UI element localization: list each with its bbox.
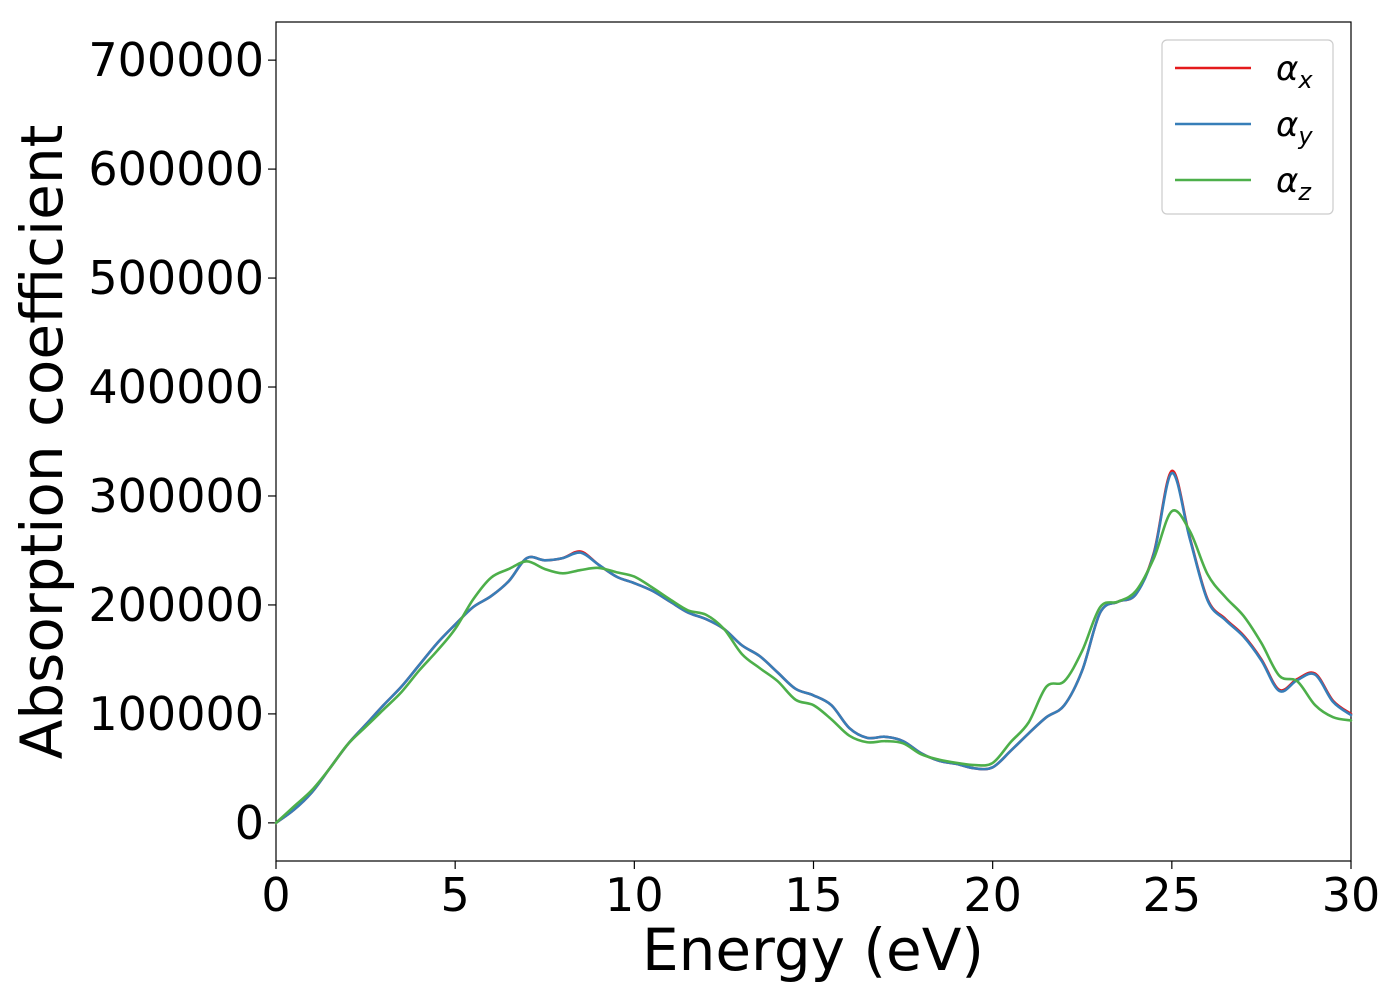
y-tick-label: 600000 — [88, 142, 264, 196]
series-line-z — [274, 509, 1353, 825]
x-tick-label: 0 — [261, 868, 290, 922]
legend-label-x: αx — [1276, 49, 1313, 94]
y-axis: 0 100000 200000 300000 400000 500000 600000 700… — [88, 33, 276, 850]
legend-label-z: αz — [1276, 161, 1312, 206]
y-tick-label: 300000 — [88, 469, 264, 523]
x-tick-label: 25 — [1143, 868, 1202, 922]
y-tick-label: 500000 — [88, 251, 264, 305]
y-axis-title: Absorption coefficient — [8, 125, 76, 760]
series-lines — [274, 469, 1353, 825]
y-tick-label: 0 — [235, 796, 264, 850]
y-tick-label: 100000 — [88, 687, 264, 741]
x-tick-label: 15 — [784, 868, 843, 922]
legend: αx αy αz — [1161, 39, 1334, 215]
y-tick-label: 200000 — [88, 578, 264, 632]
x-axis: 0 5 10 15 20 25 30 — [261, 861, 1380, 922]
legend-box — [1161, 39, 1334, 215]
x-tick-label: 10 — [605, 868, 664, 922]
x-tick-label: 5 — [441, 868, 470, 922]
y-tick-label: 400000 — [88, 360, 264, 414]
x-axis-title: Energy (eV) — [642, 916, 984, 984]
series-line-y — [274, 471, 1353, 825]
x-tick-label: 30 — [1322, 868, 1381, 922]
x-tick-label: 20 — [963, 868, 1022, 922]
y-tick-label: 700000 — [88, 33, 264, 87]
legend-label-y: αy — [1276, 105, 1313, 150]
